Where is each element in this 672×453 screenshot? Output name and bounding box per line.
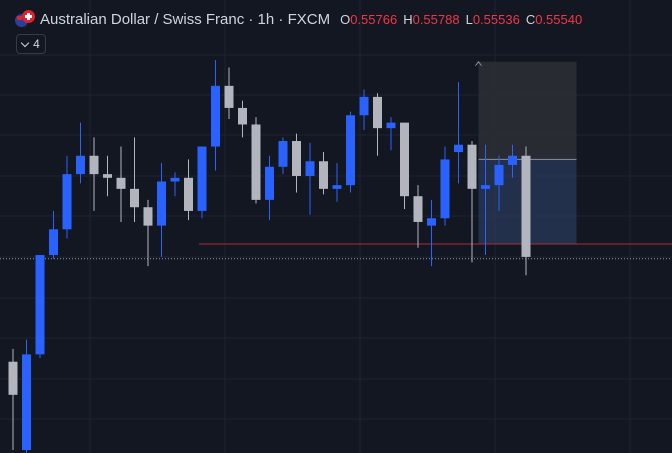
candle-body: [413, 196, 423, 222]
candle-body: [211, 85, 220, 147]
candle-body: [440, 159, 450, 219]
candle-body: [359, 96, 369, 116]
position-handle-icon: [475, 60, 482, 67]
aud-chf-flag-icon: [15, 10, 37, 28]
candle-body: [400, 122, 409, 197]
indicators-count: 4: [33, 37, 40, 51]
candle-body: [184, 177, 193, 211]
ohlc-values: O 0.55766 H 0.55788 L 0.55536 C 0.55540: [340, 12, 582, 27]
low-value: 0.55536: [472, 11, 520, 27]
candle-body: [103, 174, 112, 178]
candle-body: [494, 164, 504, 186]
low-label: L: [465, 11, 473, 27]
candle-body: [170, 177, 180, 182]
candle-body: [292, 141, 301, 176]
high-label: H: [403, 11, 413, 27]
chevron-down-icon: [20, 38, 30, 47]
candle-body: [427, 218, 436, 226]
candle-body: [89, 155, 99, 175]
high-value: 0.55788: [412, 11, 460, 27]
candle-body: [251, 124, 261, 200]
close-label: C: [525, 11, 536, 27]
candle-body: [238, 107, 247, 125]
candle-body: [157, 181, 166, 226]
candle-body: [143, 207, 153, 226]
candle-body: [116, 177, 126, 189]
candle-body: [35, 255, 45, 355]
candle-body: [319, 161, 328, 189]
position-target-zone: [478, 61, 577, 160]
candle-body: [62, 174, 72, 230]
candle-body: [8, 361, 18, 395]
candle-body: [278, 141, 288, 167]
indicators-toggle-button[interactable]: 4: [16, 34, 46, 54]
candle-body: [467, 144, 477, 189]
candle-body: [521, 155, 531, 257]
candle-body: [508, 155, 517, 165]
candle-body: [49, 229, 58, 256]
candle-body: [346, 115, 355, 186]
candle-body: [76, 155, 85, 175]
candle-body: [265, 166, 274, 200]
symbol-legend: Australian Dollar / Swiss Franc · 1h · F…: [15, 10, 582, 28]
candle-body: [22, 354, 31, 450]
candle-body: [197, 146, 207, 211]
candle-body: [224, 85, 234, 108]
candle-body: [481, 185, 490, 189]
candle-body: [305, 161, 315, 176]
candle-body: [386, 122, 396, 129]
candle-body: [373, 96, 382, 129]
symbol-title[interactable]: Australian Dollar / Swiss Franc · 1h · F…: [40, 10, 331, 28]
open-label: O: [340, 11, 351, 27]
candle-body: [130, 188, 139, 208]
close-value: 0.55540: [535, 11, 583, 27]
open-value: 0.55766: [350, 11, 398, 27]
candle-body: [332, 185, 342, 189]
candle-body: [454, 144, 463, 153]
